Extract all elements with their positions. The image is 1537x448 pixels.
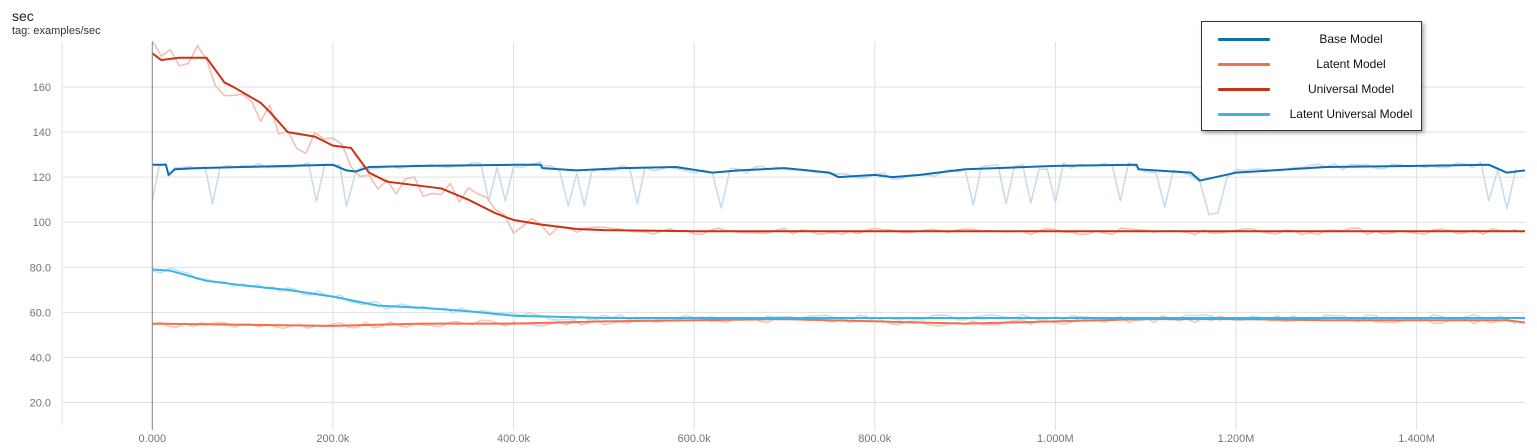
legend-label: Universal Model bbox=[1307, 82, 1395, 96]
y-tick-label: 60.0 bbox=[30, 307, 51, 319]
x-tick-label: 1.200M bbox=[1218, 433, 1255, 445]
x-tick-label: 0.000 bbox=[139, 433, 167, 445]
y-tick-label: 80.0 bbox=[30, 262, 51, 274]
series-line-base-model bbox=[152, 163, 1526, 182]
chart-subtitle: tag: examples/sec bbox=[12, 25, 101, 37]
legend-item-universal-model[interactable]: Universal Model bbox=[1202, 78, 1421, 100]
legend-swatch-universal-model bbox=[1218, 87, 1270, 91]
y-tick-label: 160 bbox=[33, 82, 51, 94]
chart-title: sec bbox=[12, 8, 34, 24]
y-tick-label: 140 bbox=[33, 127, 51, 139]
series-line-latent-model bbox=[152, 318, 1526, 327]
y-tick-label: 100 bbox=[33, 217, 51, 229]
y-tick-labels: 20.0 40.0 60.0 80.0 100 120 140 160 bbox=[30, 82, 51, 409]
legend-label: Latent Model bbox=[1316, 57, 1386, 71]
y-tick-label: 120 bbox=[33, 172, 51, 184]
series-line-universal-model bbox=[151, 52, 1525, 233]
x-tick-label: 400.0k bbox=[497, 433, 531, 445]
legend: Base Model Latent Model Universal Model … bbox=[1201, 21, 1422, 131]
raw-line-latent-model bbox=[152, 315, 1517, 330]
legend-label: Latent Universal Model bbox=[1289, 107, 1413, 121]
raw-line-latent-universal-model bbox=[152, 266, 1517, 323]
y-gridlines bbox=[61, 42, 1525, 425]
legend-swatch-latent-universal-model bbox=[1218, 112, 1270, 116]
x-tick-label: 600.0k bbox=[678, 433, 712, 445]
x-tick-label: 1.000M bbox=[1037, 433, 1074, 445]
x-tick-label: 200.0k bbox=[316, 433, 350, 445]
raw-line-base-model bbox=[151, 161, 1517, 216]
legend-label: Base Model bbox=[1319, 32, 1383, 46]
series-lines bbox=[151, 52, 1526, 327]
y-tick-label: 20.0 bbox=[30, 397, 51, 409]
y-tick-label: 40.0 bbox=[30, 352, 51, 364]
legend-item-latent-model[interactable]: Latent Model bbox=[1202, 53, 1421, 75]
x-tick-label: 800.0k bbox=[858, 433, 892, 445]
x-tick-labels: 0.000 200.0k 400.0k 600.0k 800.0k 1.000M 1.200… bbox=[139, 433, 1435, 445]
legend-swatch-base-model bbox=[1218, 37, 1270, 41]
legend-swatch-latent-model bbox=[1218, 62, 1270, 66]
legend-item-latent-universal-model[interactable]: Latent Universal Model bbox=[1202, 103, 1421, 125]
x-tick-label: 1.400M bbox=[1398, 433, 1435, 445]
legend-item-base-model[interactable]: Base Model bbox=[1202, 28, 1421, 50]
series-line-latent-universal-model bbox=[152, 268, 1525, 319]
